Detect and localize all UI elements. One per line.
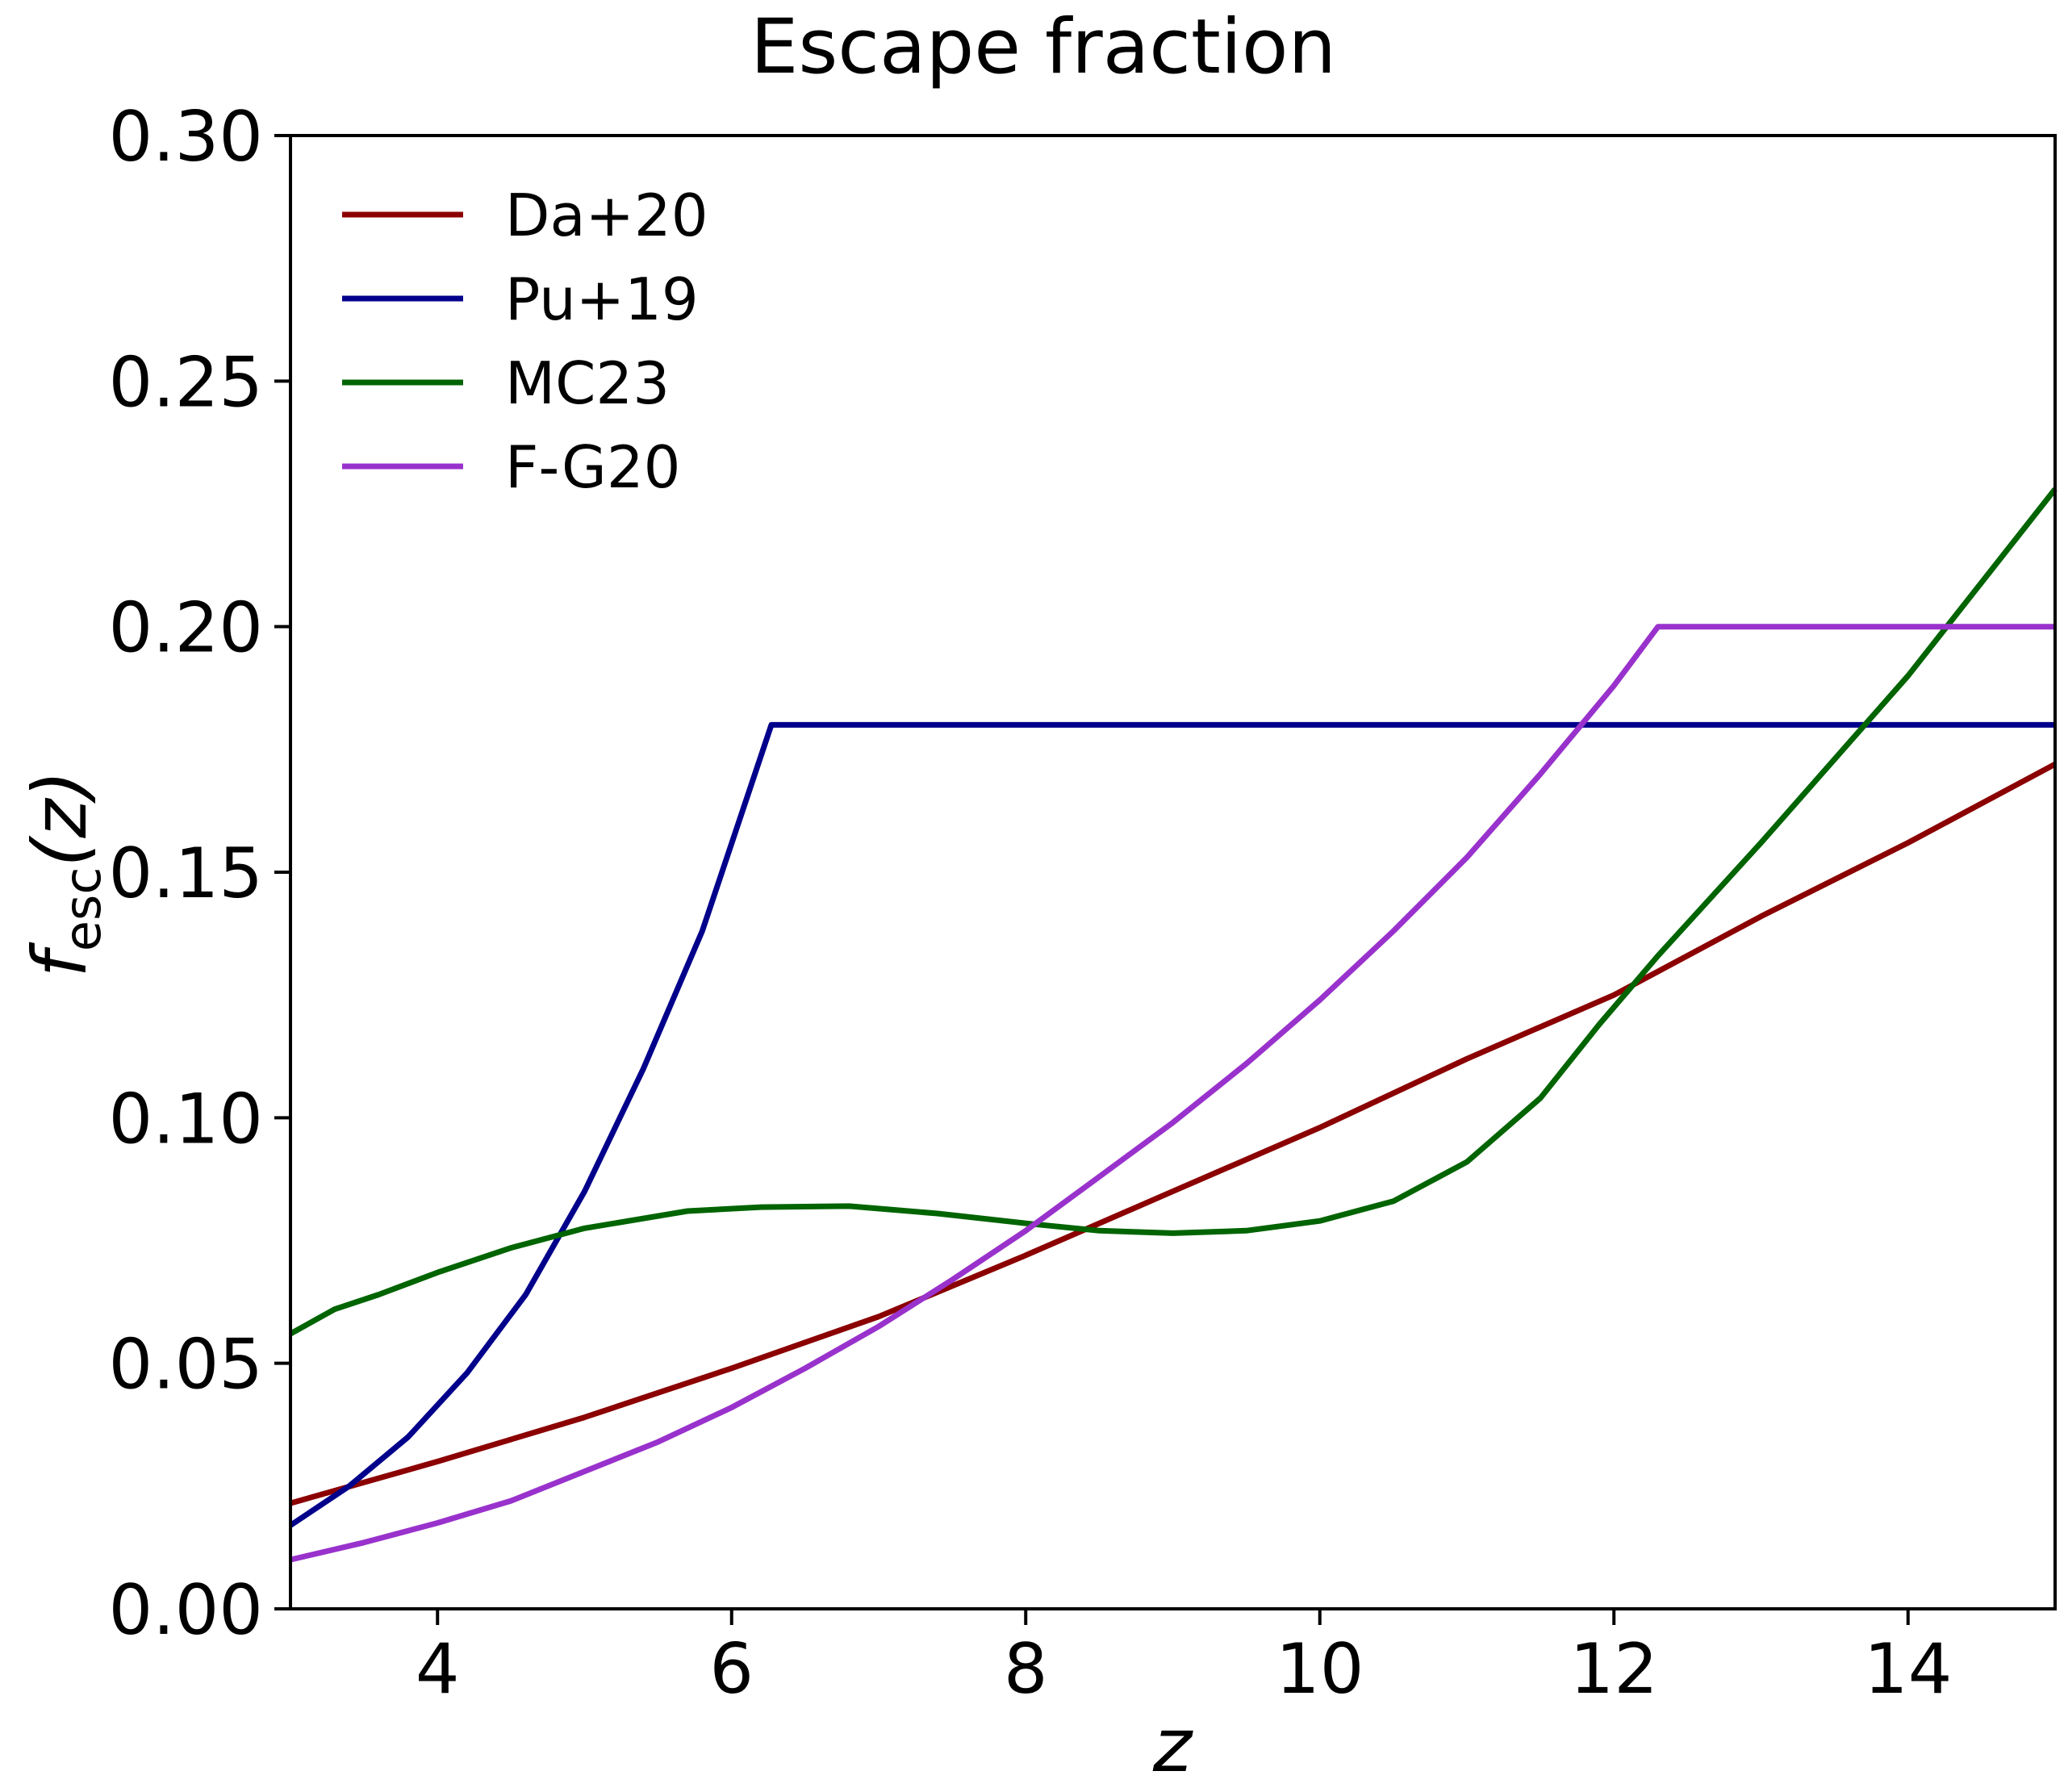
series-line-1 [289, 721, 2055, 1528]
y-tick-label: 0.25 [109, 342, 263, 423]
svg-text:fesc(z): fesc(z) [17, 770, 112, 977]
y-tick-label: 0.15 [109, 833, 263, 914]
legend-label: Pu+19 [505, 265, 699, 333]
chart-title: Escape fraction [750, 3, 1336, 91]
y-axis-label: fesc(z) [17, 770, 112, 977]
x-tick-label: 14 [1864, 1629, 1952, 1710]
y-tick-label: 0.00 [109, 1570, 263, 1651]
y-tick-label: 0.20 [109, 588, 263, 669]
x-tick-label: 8 [1004, 1629, 1048, 1710]
plot-lines [289, 487, 2058, 1563]
y-tick-label: 0.05 [109, 1325, 263, 1406]
x-tick-label: 10 [1276, 1629, 1364, 1710]
legend-label: Da+20 [505, 182, 708, 249]
legend-label: F-G20 [505, 433, 680, 501]
y-tick-label: 0.30 [109, 97, 263, 178]
y-axis-ticks: 0.00 0.05 0.10 0.15 0.20 0.25 0.30 [109, 97, 290, 1651]
series-line-0 [290, 762, 2057, 1506]
y-tick-label: 0.10 [109, 1079, 263, 1159]
legend: Da+20 Pu+19 MC23 F-G20 [342, 182, 708, 501]
y-axis-label-suffix: (z) [17, 770, 103, 867]
x-axis-label: z [1152, 1702, 1193, 1789]
x-tick-label: 12 [1570, 1629, 1658, 1710]
x-axis-ticks: 4 6 8 10 12 14 [416, 1609, 1952, 1710]
series-line-2 [289, 487, 2058, 1337]
series-line-3 [290, 624, 2055, 1563]
x-tick-label: 4 [416, 1629, 460, 1710]
y-axis-label-sub: esc [53, 867, 112, 952]
x-tick-label: 6 [709, 1629, 754, 1710]
legend-label: MC23 [505, 349, 670, 417]
